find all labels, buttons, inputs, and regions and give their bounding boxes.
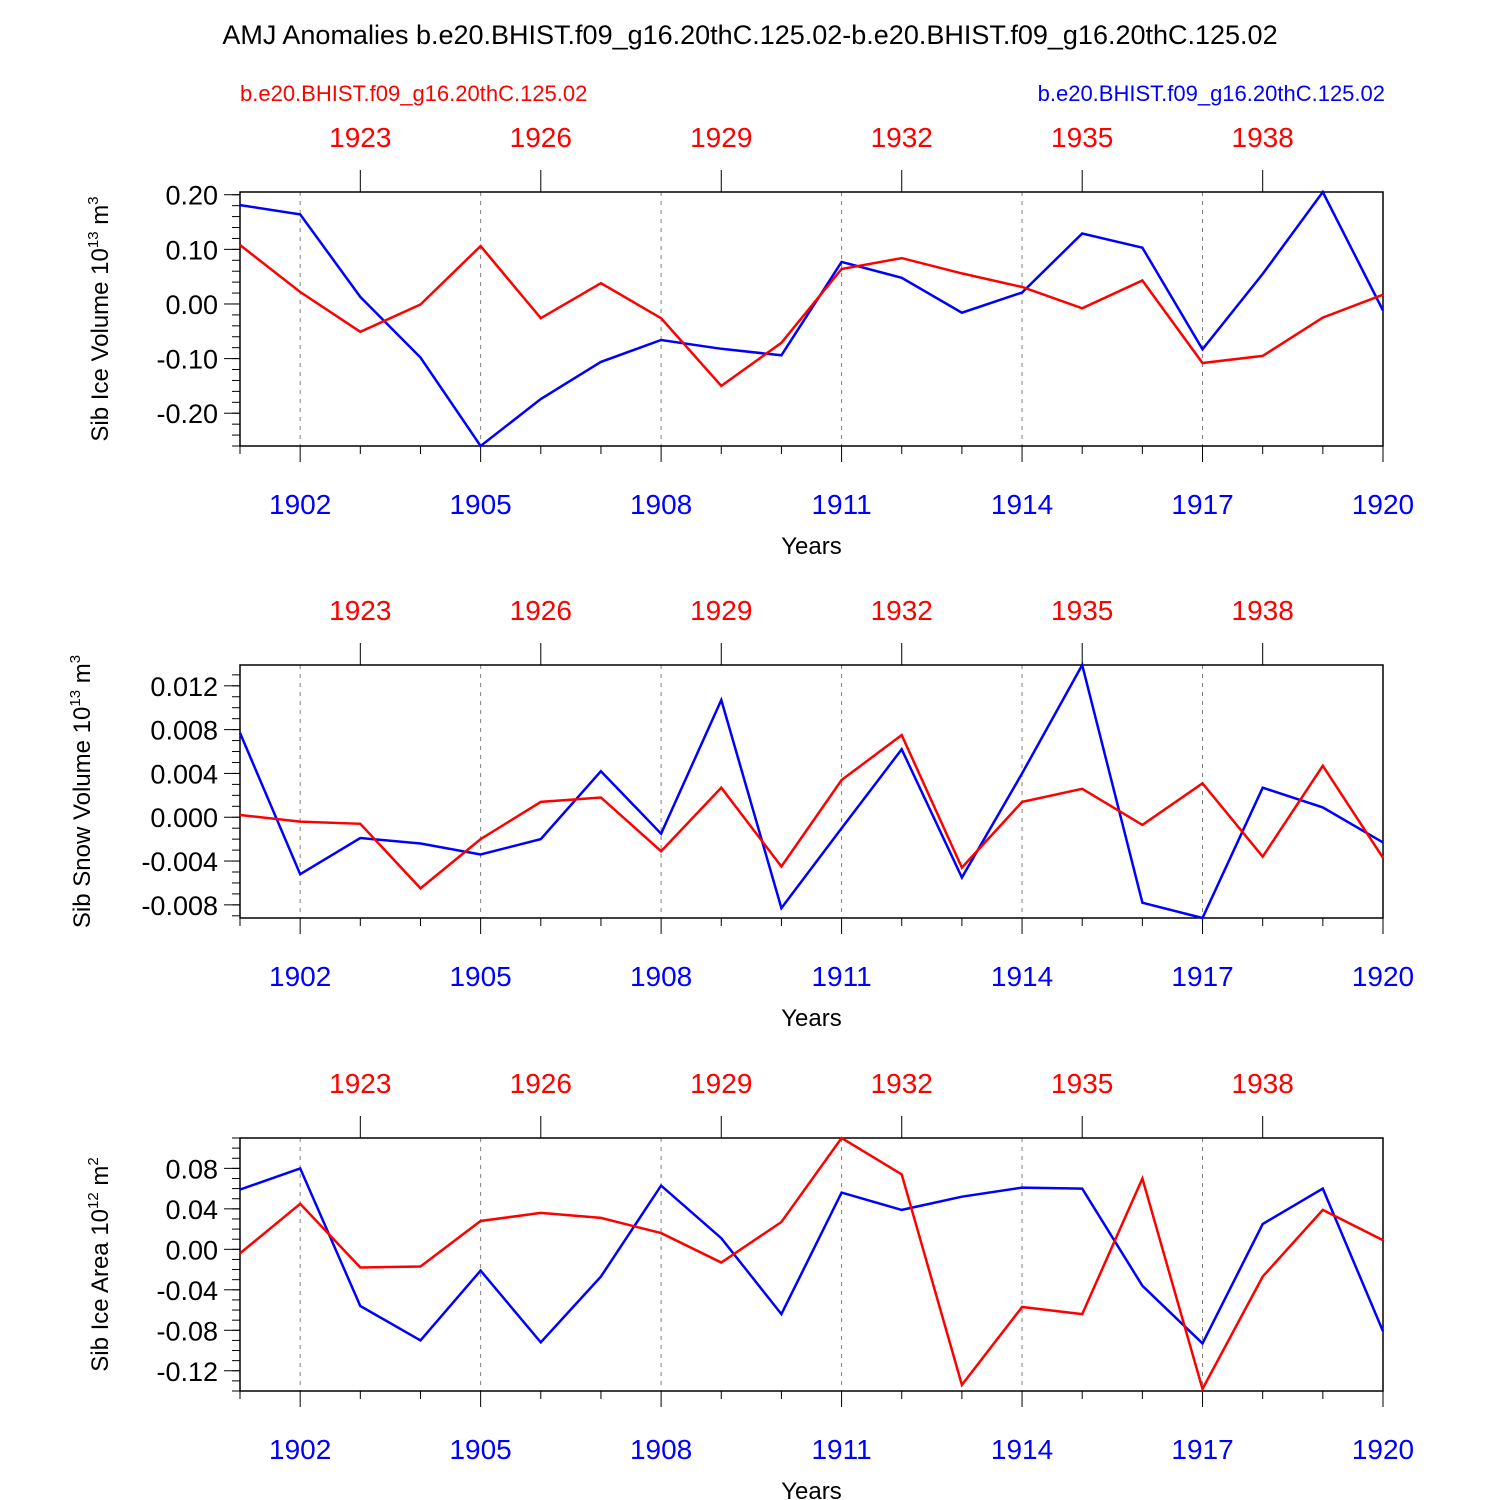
plot-frame — [239, 664, 1384, 919]
y-axis-label-unit-exponent: 3 — [67, 655, 84, 663]
y-tick-label: 0.08 — [165, 1154, 218, 1184]
plot-frame — [239, 1137, 1384, 1392]
x-bottom-tick-label: 1905 — [449, 1434, 511, 1465]
x-bottom-tick-label: 1914 — [991, 489, 1053, 520]
x-bottom-tick-label: 1908 — [630, 1434, 692, 1465]
y-axis-label: Sib Snow Volume 1013 m3 — [67, 655, 96, 928]
y-tick-label: -0.008 — [141, 891, 218, 921]
panel-snow-volume: 1923 1926 1929 1932 1935 1938 1902 1905 1908 1911… — [67, 595, 1414, 1032]
x-top-tick-label: 1938 — [1232, 595, 1294, 626]
panel-ice-volume: 1923 1926 1929 1932 1935 1938 1902 1905 1908 1911… — [85, 122, 1414, 560]
x-bottom-tick-label: 1911 — [811, 489, 871, 520]
y-tick-label: -0.12 — [156, 1357, 218, 1387]
y-tick-label: 0.004 — [150, 759, 218, 789]
y-tick-label: 0.000 — [150, 803, 218, 833]
x-top-tick-label: 1926 — [510, 122, 572, 153]
x-bottom-tick-label: 1920 — [1352, 489, 1414, 520]
y-tick-label: 0.10 — [165, 235, 218, 265]
x-top-tick-label: 1935 — [1051, 122, 1113, 153]
series-line-red — [239, 733, 1385, 891]
series-line-blue — [239, 189, 1385, 448]
x-top-tick-label: 1935 — [1051, 595, 1113, 626]
series-line-blue — [238, 661, 1384, 920]
y-tick-label: 0.04 — [165, 1195, 218, 1225]
panel-ice-area: 1923 1926 1929 1932 1935 1938 1902 1905 1908 1911… — [85, 1068, 1414, 1500]
y-axis-label: Sib Ice Area 1012 m2 — [85, 1157, 114, 1371]
right-series-label: b.e20.BHIST.f09_g16.20thC.125.02 — [1038, 81, 1385, 106]
plot-frame — [239, 191, 1384, 447]
y-axis-label: Sib Ice Volume 1013 m3 — [85, 196, 114, 441]
x-bottom-tick-label: 1920 — [1352, 1434, 1414, 1465]
y-axis-label-unit: m — [69, 663, 96, 690]
x-bottom-tick-label: 1917 — [1171, 961, 1233, 992]
y-axis-label-text: Sib Ice Volume 10 — [87, 248, 114, 441]
x-top-tick-label: 1929 — [690, 122, 752, 153]
series-line-blue — [239, 1166, 1385, 1346]
left-series-label: b.e20.BHIST.f09_g16.20thC.125.02 — [240, 81, 587, 106]
series-line-red — [239, 244, 1384, 388]
x-top-tick-label: 1923 — [329, 122, 391, 153]
series-line-red — [239, 1136, 1384, 1393]
x-top-tick-label: 1929 — [690, 595, 752, 626]
figure-title: AMJ Anomalies b.e20.BHIST.f09_g16.20thC.… — [222, 20, 1277, 50]
y-axis-label-unit-exponent: 3 — [85, 196, 102, 204]
x-bottom-tick-label: 1902 — [269, 961, 331, 992]
x-top-tick-label: 1923 — [329, 595, 391, 626]
x-bottom-tick-label: 1911 — [811, 1434, 871, 1465]
y-tick-label: -0.10 — [156, 345, 218, 375]
y-tick-label: 0.008 — [150, 716, 218, 746]
y-axis-label-text: Sib Snow Volume 10 — [69, 707, 96, 928]
y-tick-label: -0.04 — [156, 1276, 218, 1306]
x-bottom-tick-label: 1917 — [1171, 489, 1233, 520]
x-top-tick-label: 1929 — [690, 1068, 752, 1099]
x-top-tick-label: 1923 — [329, 1068, 391, 1099]
x-top-tick-label: 1932 — [871, 595, 933, 626]
x-axis-label: Years — [781, 1005, 842, 1032]
y-axis-label-unit-exponent: 2 — [85, 1157, 102, 1165]
x-top-tick-label: 1926 — [510, 595, 572, 626]
y-tick-label: -0.20 — [156, 399, 218, 429]
x-bottom-tick-label: 1914 — [991, 1434, 1053, 1465]
x-bottom-tick-label: 1905 — [449, 489, 511, 520]
x-bottom-tick-label: 1902 — [269, 489, 331, 520]
y-tick-label: 0.00 — [165, 1235, 218, 1265]
x-top-tick-label: 1938 — [1232, 1068, 1294, 1099]
y-axis-label-unit: m — [87, 1166, 114, 1193]
x-top-tick-label: 1938 — [1232, 122, 1294, 153]
x-top-tick-label: 1935 — [1051, 1068, 1113, 1099]
y-axis-label-text: Sib Ice Area 10 — [87, 1209, 114, 1372]
y-axis-label-unit: m — [87, 205, 114, 232]
y-axis-label-exponent: 12 — [85, 1192, 102, 1209]
x-bottom-tick-label: 1908 — [630, 961, 692, 992]
x-bottom-tick-label: 1920 — [1352, 961, 1414, 992]
y-axis-label-exponent: 13 — [67, 690, 84, 707]
x-top-tick-label: 1932 — [871, 1068, 933, 1099]
x-axis-label: Years — [781, 1478, 842, 1500]
y-tick-label: -0.08 — [156, 1316, 218, 1346]
y-tick-label: 0.20 — [165, 181, 218, 211]
y-tick-label: -0.004 — [141, 847, 218, 877]
x-top-tick-label: 1926 — [510, 1068, 572, 1099]
x-bottom-tick-label: 1905 — [449, 961, 511, 992]
x-bottom-tick-label: 1917 — [1171, 1434, 1233, 1465]
y-tick-label: 0.00 — [165, 290, 218, 320]
y-axis-label-exponent: 13 — [85, 231, 102, 248]
x-bottom-tick-label: 1911 — [811, 961, 871, 992]
x-bottom-tick-label: 1914 — [991, 961, 1053, 992]
x-bottom-tick-label: 1902 — [269, 1434, 331, 1465]
y-tick-label: 0.012 — [150, 672, 218, 702]
x-bottom-tick-label: 1908 — [630, 489, 692, 520]
x-axis-label: Years — [781, 533, 842, 560]
x-top-tick-label: 1932 — [871, 122, 933, 153]
